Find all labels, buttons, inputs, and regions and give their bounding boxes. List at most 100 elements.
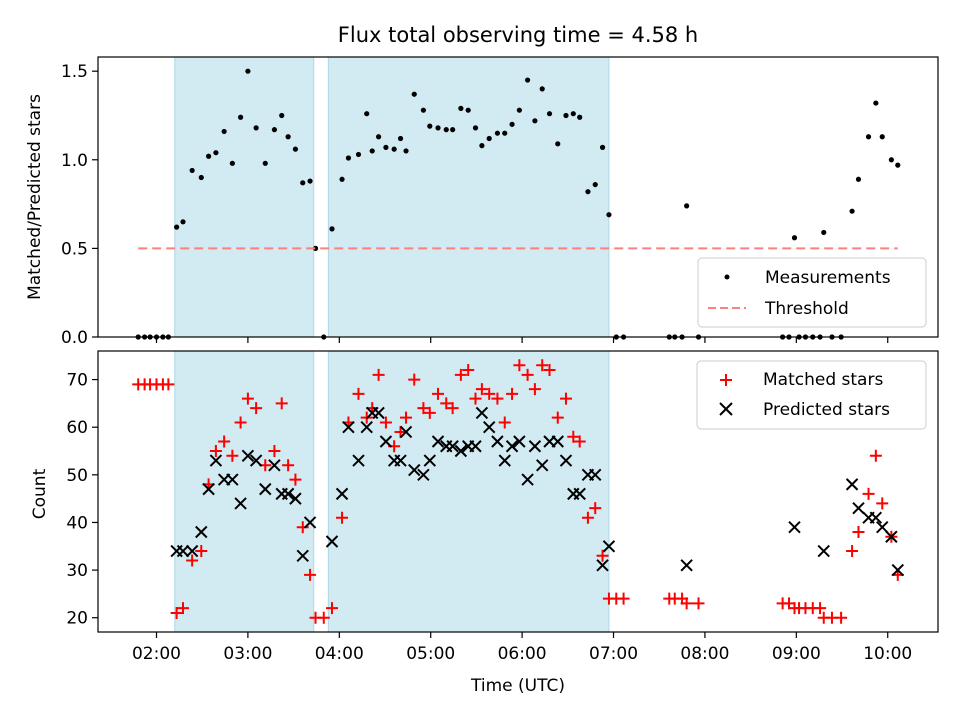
point-predicted-stars-8 — [234, 497, 247, 510]
point-measurements-53 — [532, 118, 538, 124]
point-measurements-19 — [279, 112, 285, 119]
point-measurements-16 — [253, 125, 259, 131]
point-matched-stars-7 — [177, 602, 190, 615]
point-measurements-59 — [577, 114, 583, 120]
count-y-tick-label-0: 20 — [66, 609, 88, 629]
point-predicted-stars-31 — [423, 454, 437, 467]
point-measurements-20 — [285, 134, 291, 140]
count-legend: Matched stars Predicted stars — [696, 360, 927, 430]
point-predicted-stars-39 — [483, 420, 496, 434]
ratio-axis-ticks: 0.0 0.5 1.0 1.5 — [61, 62, 889, 348]
point-measurements-34 — [391, 146, 397, 152]
point-predicted-stars-27 — [394, 454, 407, 467]
point-matched-stars-14 — [234, 416, 247, 429]
ratio-shaded-intervals — [174, 56, 610, 338]
ratio-axes: 0.0 0.5 1.0 1.5 Flux total observing time =… — [25, 23, 939, 348]
legend-marker-measurements — [724, 274, 730, 280]
ratio-y-axis-label: Matched/Predicted stars — [25, 94, 45, 300]
legend-marker-matched-stars — [720, 374, 732, 386]
point-matched-stars-32 — [372, 368, 385, 381]
point-measurements-82 — [855, 176, 862, 182]
point-matched-stars-70 — [692, 597, 705, 610]
point-predicted-stars-5 — [209, 454, 223, 467]
point-predicted-stars-56 — [680, 559, 693, 572]
point-matched-stars-41 — [440, 397, 453, 410]
ratio-y-tick-label-1: 0.5 — [61, 239, 88, 259]
point-predicted-stars-44 — [521, 473, 534, 486]
point-predicted-stars-22 — [360, 420, 373, 434]
point-measurements-63 — [606, 212, 612, 218]
point-matched-stars-27 — [336, 511, 349, 524]
point-measurements-38 — [420, 107, 426, 113]
point-matched-stars-18 — [268, 445, 281, 458]
count-x-tick-label-8: 10:00 — [863, 644, 912, 664]
chart-title: Flux total observing time = 4.58 h — [338, 23, 698, 47]
point-matched-stars-85 — [876, 497, 889, 510]
point-predicted-stars-12 — [268, 459, 281, 472]
point-measurements-39 — [427, 123, 433, 129]
point-predicted-stars-16 — [296, 549, 309, 563]
point-predicted-stars-18 — [325, 535, 339, 548]
point-predicted-stars-51 — [573, 487, 586, 501]
point-predicted-stars-19 — [335, 487, 349, 501]
point-measurements-50 — [509, 121, 515, 127]
point-matched-stars-52 — [521, 368, 534, 381]
point-predicted-stars-35 — [454, 444, 468, 458]
point-matched-stars-47 — [483, 387, 496, 400]
point-measurements-11 — [213, 150, 219, 156]
count-y-tick-label-4: 60 — [66, 418, 88, 438]
count-x-tick-label-2: 04:00 — [315, 644, 364, 664]
point-predicted-stars-32 — [431, 435, 445, 448]
point-measurements-54 — [539, 86, 545, 92]
point-matched-stars-20 — [282, 459, 295, 472]
point-measurements-31 — [369, 148, 375, 154]
point-matched-stars-48 — [491, 392, 504, 405]
point-matched-stars-6 — [170, 606, 183, 619]
point-measurements-49 — [502, 130, 508, 136]
point-matched-stars-59 — [573, 435, 586, 448]
point-measurements-87 — [895, 162, 901, 168]
point-measurements-21 — [292, 146, 299, 152]
point-predicted-stars-40 — [491, 435, 504, 448]
point-matched-stars-42 — [446, 402, 459, 415]
point-predicted-stars-15 — [289, 492, 302, 505]
count-axes: 20 30 40 50 60 70 02:00 03:00 04:00 05:00 06:00 07:… — [30, 350, 939, 696]
point-matched-stars-54 — [536, 359, 549, 372]
point-predicted-stars-3 — [195, 525, 208, 539]
point-predicted-stars-49 — [559, 454, 573, 467]
point-matched-stars-21 — [289, 473, 302, 486]
point-measurements-78 — [821, 229, 827, 236]
point-measurements-84 — [873, 100, 879, 106]
ratio-shaded-interval-0 — [174, 56, 315, 338]
point-measurements-48 — [494, 130, 501, 136]
point-measurements-58 — [570, 111, 576, 117]
count-x-tick-label-5: 07:00 — [589, 644, 638, 664]
point-matched-stars-38 — [417, 402, 430, 415]
count-axes-frame — [97, 350, 939, 633]
point-measurements-8 — [189, 167, 195, 174]
point-measurements-85 — [879, 134, 885, 140]
point-predicted-stars-43 — [513, 435, 526, 448]
point-measurements-12 — [221, 128, 227, 135]
point-measurements-43 — [458, 105, 464, 111]
point-matched-stars-36 — [400, 411, 413, 424]
point-matched-stars-51 — [513, 359, 526, 372]
point-predicted-stars-62 — [869, 511, 883, 524]
count-shaded-intervals — [174, 350, 610, 633]
point-predicted-stars-45 — [528, 440, 542, 453]
point-matched-stars-46 — [475, 383, 488, 396]
point-matched-stars-43 — [454, 368, 467, 381]
point-predicted-stars-21 — [352, 454, 365, 467]
point-measurements-57 — [563, 112, 569, 119]
legend-label-matched-stars: Matched stars — [763, 370, 883, 390]
point-matched-stars-35 — [394, 425, 407, 438]
point-measurements-18 — [271, 127, 278, 133]
point-measurements-73 — [791, 235, 798, 241]
point-predicted-stars-9 — [241, 449, 255, 462]
point-measurements-14 — [237, 114, 244, 120]
point-matched-stars-39 — [423, 406, 436, 419]
point-matched-stars-56 — [551, 411, 564, 424]
point-measurements-83 — [865, 134, 872, 140]
point-matched-stars-80 — [835, 611, 848, 624]
point-predicted-stars-30 — [417, 468, 430, 482]
